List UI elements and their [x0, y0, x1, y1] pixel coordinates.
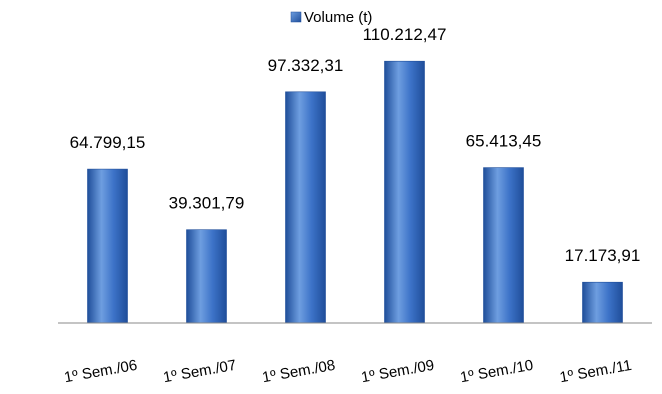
bar	[87, 168, 128, 324]
bar	[582, 281, 623, 324]
bar	[285, 91, 326, 324]
data-label: 65.413,45	[466, 132, 542, 151]
bar	[483, 167, 524, 324]
legend: Volume (t)	[290, 9, 372, 26]
category-label: 1º Sem./07	[162, 357, 238, 387]
legend-label: Volume (t)	[304, 9, 372, 26]
bar	[186, 229, 227, 324]
data-label: 110.212,47	[363, 25, 447, 44]
data-label: 64.799,15	[70, 133, 146, 152]
category-label: 1º Sem./09	[360, 357, 436, 387]
legend-swatch	[290, 11, 302, 23]
bar	[384, 60, 425, 324]
category-label: 1º Sem./08	[261, 357, 337, 387]
category-label: 1º Sem./10	[459, 357, 535, 387]
value-labels-layer: 64.799,15 39.301,79 97.332,31 110.212,47 65.…	[70, 25, 641, 265]
data-label: 39.301,79	[169, 194, 245, 213]
category-label: 1º Sem./06	[63, 357, 139, 387]
category-labels-layer: 1º Sem./06 1º Sem./07 1º Sem./08 1º Sem./09…	[63, 357, 633, 387]
data-label: 17.173,91	[565, 246, 641, 265]
category-label: 1º Sem./11	[558, 357, 633, 386]
bars-layer	[87, 60, 623, 324]
data-label: 97.332,31	[268, 56, 344, 75]
